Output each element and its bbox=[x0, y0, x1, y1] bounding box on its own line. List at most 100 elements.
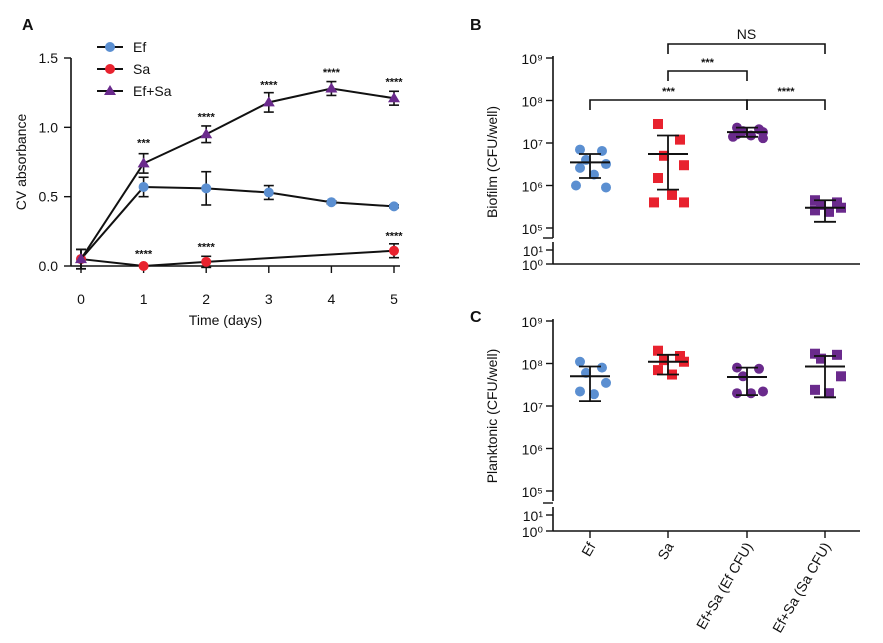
data-point-Ef bbox=[201, 183, 212, 194]
x-axis-label-a: Time (days) bbox=[189, 312, 262, 328]
data-point-Ef bbox=[589, 389, 599, 400]
y-tick-label-a: 0.0 bbox=[39, 258, 59, 274]
significance-bracket bbox=[746, 99, 826, 110]
data-point-Ef+Sa (Sa CFU) bbox=[810, 205, 820, 216]
data-point-Ef+Sa (Ef CFU) bbox=[728, 131, 738, 142]
panel-label-a: A bbox=[22, 17, 34, 34]
significance-label: **** bbox=[323, 67, 341, 79]
panel-label-c: C bbox=[470, 309, 482, 326]
data-point-Sa bbox=[649, 197, 659, 208]
y-tick-label-B: 10¹ bbox=[523, 243, 544, 259]
data-point-Ef bbox=[575, 144, 585, 155]
x-tick-label-a: 5 bbox=[390, 291, 398, 307]
legend-marker-Ef+Sa bbox=[104, 85, 116, 95]
series-line-Ef bbox=[80, 185, 395, 260]
data-point-Ef+Sa bbox=[325, 82, 338, 93]
y-tick-label-C: 10⁶ bbox=[522, 442, 543, 458]
data-point-Ef bbox=[601, 377, 611, 388]
data-point-Ef+Sa (Sa CFU) bbox=[816, 199, 826, 210]
y-axis-label-C: Planktonic (CFU/well) bbox=[484, 349, 500, 484]
x-tick-label-a: 0 bbox=[77, 291, 85, 307]
data-point-Ef bbox=[575, 386, 585, 397]
data-point-Ef+Sa (Ef CFU) bbox=[758, 133, 768, 144]
category-label: Ef bbox=[578, 539, 599, 559]
x-tick-label-a: 1 bbox=[140, 291, 148, 307]
data-point-Ef+Sa (Sa CFU) bbox=[832, 197, 842, 208]
data-point-Sa bbox=[679, 197, 689, 208]
data-point-Ef+Sa (Sa CFU) bbox=[824, 388, 834, 399]
data-point-Ef bbox=[601, 182, 611, 193]
significance-label: **** bbox=[198, 111, 216, 123]
data-point-Ef bbox=[263, 187, 274, 198]
y-tick-label-a: 1.5 bbox=[39, 50, 59, 66]
significance-label: **** bbox=[135, 249, 153, 261]
data-point-Sa bbox=[201, 256, 212, 267]
y-axis-label-B: Biofilm (CFU/well) bbox=[484, 106, 500, 218]
data-point-Ef bbox=[597, 362, 607, 373]
data-point-Ef+Sa bbox=[75, 253, 87, 264]
data-point-Ef+Sa (Sa CFU) bbox=[836, 371, 846, 382]
data-point-Sa bbox=[653, 173, 663, 184]
data-point-Sa bbox=[653, 118, 663, 129]
data-point-Ef bbox=[601, 159, 611, 170]
data-point-Ef bbox=[389, 201, 399, 212]
legend-marker-Sa bbox=[105, 64, 115, 74]
legend-label-Ef: Ef bbox=[133, 39, 146, 55]
y-tick-label-B: 10⁵ bbox=[522, 221, 543, 237]
data-point-Ef bbox=[571, 180, 581, 191]
data-point-Sa bbox=[138, 261, 149, 271]
significance-label: **** bbox=[385, 77, 403, 89]
bracket-label: *** bbox=[662, 86, 676, 98]
data-point-Ef+Sa bbox=[388, 92, 400, 103]
data-point-Sa bbox=[675, 351, 685, 362]
y-tick-label-B: 10⁸ bbox=[522, 94, 544, 110]
significance-bracket bbox=[667, 43, 826, 54]
x-tick-label-a: 4 bbox=[328, 291, 336, 307]
y-tick-label-a: 0.5 bbox=[39, 189, 59, 205]
data-point-Ef+Sa (Ef CFU) bbox=[754, 363, 764, 374]
legend-marker-Ef bbox=[105, 42, 115, 52]
bracket-label: **** bbox=[777, 86, 795, 98]
y-tick-label-C: 10⁵ bbox=[522, 484, 543, 500]
panel-label-b: B bbox=[470, 17, 482, 34]
y-tick-label-C: 10¹ bbox=[523, 508, 544, 524]
y-tick-label-C: 10⁰ bbox=[522, 524, 544, 540]
data-point-Sa bbox=[653, 345, 663, 356]
legend-label-Ef+Sa: Ef+Sa bbox=[133, 83, 172, 99]
significance-label: **** bbox=[198, 242, 216, 254]
legend-label-Sa: Sa bbox=[133, 61, 150, 77]
data-point-Ef+Sa (Sa CFU) bbox=[824, 206, 834, 217]
x-tick-label-a: 2 bbox=[202, 291, 210, 307]
category-label: Ef+Sa (Sa CFU) bbox=[769, 540, 834, 636]
y-tick-label-C: 10⁸ bbox=[522, 357, 544, 373]
significance-label: **** bbox=[385, 231, 403, 243]
y-tick-label-B: 10⁹ bbox=[521, 51, 543, 67]
significance-label: *** bbox=[137, 138, 151, 150]
data-point-Ef bbox=[575, 162, 585, 173]
y-tick-label-C: 10⁷ bbox=[522, 399, 543, 415]
bracket-label: *** bbox=[701, 57, 715, 69]
significance-bracket bbox=[589, 99, 748, 110]
category-label: Sa bbox=[654, 539, 677, 562]
data-point-Ef+Sa (Ef CFU) bbox=[732, 388, 742, 399]
y-tick-label-B: 10⁷ bbox=[522, 136, 543, 152]
y-tick-label-B: 10⁶ bbox=[522, 179, 543, 195]
data-point-Sa bbox=[389, 245, 399, 256]
significance-bracket bbox=[667, 70, 748, 81]
y-tick-label-C: 10⁹ bbox=[521, 314, 543, 330]
data-point-Sa bbox=[675, 134, 685, 145]
data-point-Ef+Sa bbox=[137, 157, 150, 168]
y-tick-label-B: 10⁰ bbox=[522, 257, 544, 273]
data-point-Sa bbox=[653, 365, 663, 376]
data-point-Sa bbox=[659, 355, 669, 366]
data-point-Ef+Sa (Sa CFU) bbox=[810, 384, 820, 395]
data-point-Sa bbox=[667, 189, 677, 200]
data-point-Ef+Sa bbox=[200, 128, 213, 139]
data-point-Ef+Sa bbox=[262, 96, 275, 107]
series-line-Ef+Sa bbox=[80, 87, 395, 260]
category-label: Ef+Sa (Ef CFU) bbox=[693, 540, 756, 633]
y-axis-label-a: CV absorbance bbox=[13, 114, 29, 211]
bracket-label: NS bbox=[737, 26, 756, 42]
data-point-Ef+Sa (Sa CFU) bbox=[816, 353, 826, 364]
